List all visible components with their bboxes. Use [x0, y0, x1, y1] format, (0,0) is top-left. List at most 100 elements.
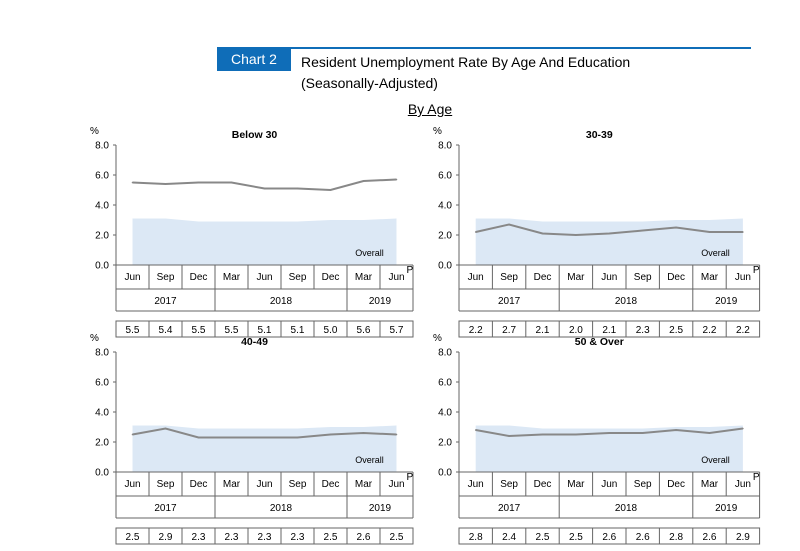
year-label: 2019	[369, 503, 392, 514]
series-point	[230, 181, 233, 184]
page-title: Resident Unemployment Rate By Age And Ed…	[301, 52, 630, 94]
x-tick-label: Sep	[289, 272, 307, 283]
series-point	[164, 427, 167, 430]
series-point	[708, 432, 711, 434]
overall-area	[132, 218, 397, 265]
x-tick-label: Sep	[157, 272, 175, 283]
y-tick-label: 2.0	[95, 231, 109, 242]
data-label: 2.5	[536, 532, 550, 543]
series-point	[395, 178, 398, 181]
series-point	[742, 231, 744, 233]
data-label: 2.5	[390, 532, 404, 543]
data-label: 2.6	[636, 532, 650, 543]
data-label: 5.5	[192, 325, 206, 336]
year-label: 2018	[615, 296, 638, 307]
data-label: 2.7	[502, 325, 516, 336]
x-tick-label: Jun	[468, 479, 484, 490]
data-label: 5.5	[225, 325, 239, 336]
series-point	[131, 433, 134, 436]
chart-title: 50 & Over	[575, 336, 624, 348]
data-label: 2.2	[703, 325, 717, 336]
data-label: 2.9	[736, 532, 750, 543]
y-tick-label: 4.0	[95, 201, 109, 212]
value-row-border	[458, 527, 761, 545]
x-tick-label: Dec	[667, 272, 685, 283]
chart-panel: 8.0 6.0 4.0 2.0 0.0% 40-49 Overall Jun Sep Dec Mar…	[90, 333, 414, 545]
x-tick-label: Dec	[667, 479, 685, 490]
x-tick-label: Mar	[355, 479, 373, 490]
title-line-2: (Seasonally-Adjusted)	[301, 75, 438, 91]
data-label: 2.8	[669, 532, 683, 543]
x-tick-label: Dec	[190, 479, 208, 490]
x-tick-label: Mar	[223, 479, 241, 490]
overall-area-label: Overall	[355, 455, 384, 465]
year-label: 2019	[715, 296, 738, 307]
series-point	[742, 427, 744, 430]
y-axis-unit: %	[433, 333, 442, 344]
x-tick-label: Jun	[124, 479, 140, 490]
x-tick-label: Mar	[567, 479, 585, 490]
data-label: 2.3	[636, 325, 650, 336]
series-point	[508, 223, 510, 226]
series-point	[395, 433, 398, 436]
series-point	[575, 234, 577, 236]
chart-panel: 8.0 6.0 4.0 2.0 0.0% Below 30 Overall Jun Sep Dec…	[90, 126, 414, 338]
x-tick-label: Sep	[500, 479, 518, 490]
data-label: 2.2	[736, 325, 750, 336]
year-label: 2018	[270, 296, 293, 307]
chart-title: 30-39	[586, 129, 613, 141]
data-label: 2.3	[192, 532, 206, 543]
chart-title: 40-49	[241, 336, 268, 348]
overall-area-label: Overall	[355, 248, 384, 258]
data-label: 2.2	[469, 325, 483, 336]
header-rule	[291, 47, 751, 49]
year-label: 2017	[498, 503, 521, 514]
y-tick-label: 6.0	[438, 378, 452, 389]
y-tick-label: 2.0	[438, 231, 452, 242]
series-point	[708, 231, 711, 233]
y-tick-label: 4.0	[438, 408, 452, 419]
data-label: 5.7	[390, 325, 404, 336]
x-tick-label: Mar	[355, 272, 373, 283]
year-label: 2019	[715, 503, 738, 514]
series-point	[263, 187, 266, 190]
x-tick-label: Sep	[634, 272, 652, 283]
provisional-marker: P	[753, 472, 760, 483]
data-label: 2.0	[569, 325, 583, 336]
x-tick-label: Dec	[322, 479, 340, 490]
title-line-1: Resident Unemployment Rate By Age And Ed…	[301, 54, 631, 70]
x-tick-label: Jun	[735, 272, 751, 283]
x-tick-label: Jun	[388, 479, 404, 490]
series-point	[608, 232, 611, 235]
series-point	[575, 433, 577, 436]
series-point	[263, 436, 266, 439]
series-point	[164, 183, 167, 185]
section-heading: By Age	[407, 101, 453, 117]
provisional-marker: P	[407, 472, 414, 483]
y-tick-label: 2.0	[438, 438, 452, 449]
chart-panel: 8.0 6.0 4.0 2.0 0.0% 30-39 Overall Jun Sep Dec Mar…	[433, 126, 761, 338]
series-point	[197, 181, 200, 184]
series-point	[296, 187, 299, 190]
y-tick-label: 8.0	[95, 348, 109, 359]
y-tick-label: 0.0	[438, 468, 452, 479]
x-tick-label: Sep	[500, 272, 518, 283]
provisional-marker: P	[407, 265, 414, 276]
x-tick-label: Dec	[534, 272, 552, 283]
provisional-marker: P	[753, 265, 760, 276]
series-point	[641, 432, 644, 434]
series-point	[329, 189, 332, 191]
y-tick-label: 2.0	[95, 438, 109, 449]
data-label: 2.5	[569, 532, 583, 543]
data-label: 5.4	[159, 325, 173, 336]
data-label: 2.1	[536, 325, 550, 336]
series-point	[197, 436, 200, 439]
data-label: 5.6	[357, 325, 371, 336]
value-row-border	[115, 320, 414, 338]
data-label: 5.1	[258, 325, 272, 336]
series-point	[541, 232, 544, 235]
data-label: 2.3	[258, 532, 272, 543]
year-label: 2017	[154, 296, 177, 307]
x-tick-label: Sep	[157, 479, 175, 490]
data-label: 5.0	[324, 325, 338, 336]
